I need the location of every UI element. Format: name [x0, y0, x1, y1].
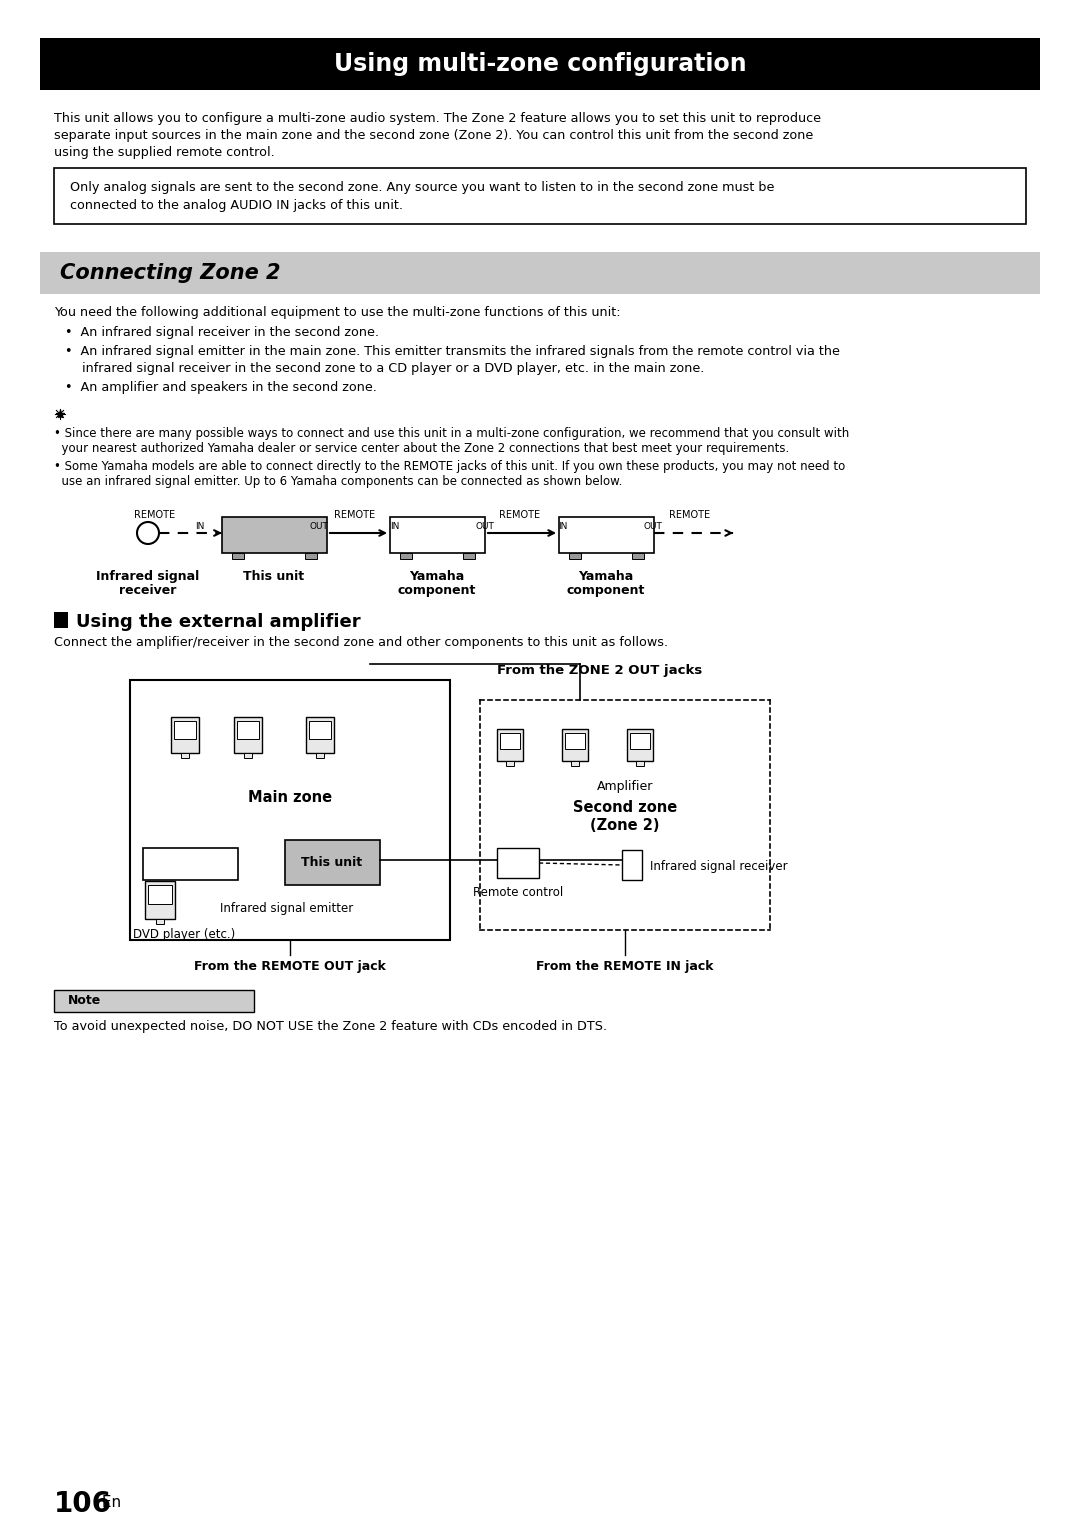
Text: From the REMOTE IN jack: From the REMOTE IN jack: [537, 960, 714, 974]
Text: Infrared signal emitter: Infrared signal emitter: [220, 902, 353, 916]
Bar: [40, 38, 1040, 90]
Text: Amplifier: Amplifier: [597, 780, 653, 794]
Bar: [630, 732, 650, 749]
Bar: [244, 752, 252, 758]
Text: REMOTE: REMOTE: [499, 510, 541, 520]
Bar: [632, 552, 644, 559]
Bar: [316, 752, 324, 758]
Bar: [306, 717, 334, 752]
Text: Yamaha: Yamaha: [579, 571, 634, 583]
Text: Infrared signal receiver: Infrared signal receiver: [650, 861, 787, 873]
Text: This unit: This unit: [301, 856, 363, 868]
Text: •  An infrared signal receiver in the second zone.: • An infrared signal receiver in the sec…: [65, 327, 379, 339]
Bar: [309, 720, 330, 739]
Text: Connect the amplifier/receiver in the second zone and other components to this u: Connect the amplifier/receiver in the se…: [54, 636, 669, 649]
Bar: [569, 552, 581, 559]
Bar: [174, 720, 195, 739]
Text: From the REMOTE OUT jack: From the REMOTE OUT jack: [194, 960, 386, 974]
Text: Only analog signals are sent to the second zone. Any source you want to listen t: Only analog signals are sent to the seco…: [70, 182, 774, 194]
Bar: [145, 881, 175, 919]
Text: REMOTE: REMOTE: [335, 510, 376, 520]
Text: OUT: OUT: [643, 522, 662, 531]
Text: Connecting Zone 2: Connecting Zone 2: [60, 262, 281, 282]
Bar: [222, 517, 327, 552]
Bar: [234, 717, 262, 752]
Text: To avoid unexpected noise, DO NOT USE the Zone 2 feature with CDs encoded in DTS: To avoid unexpected noise, DO NOT USE th…: [54, 1019, 607, 1033]
Text: separate input sources in the main zone and the second zone (Zone 2). You can co: separate input sources in the main zone …: [54, 130, 813, 142]
Bar: [305, 552, 318, 559]
Bar: [390, 517, 485, 552]
Bar: [622, 850, 642, 881]
Text: Using multi-zone configuration: Using multi-zone configuration: [334, 52, 746, 76]
Bar: [54, 990, 254, 1012]
Bar: [130, 681, 450, 940]
Text: From the ZONE 2 OUT jacks: From the ZONE 2 OUT jacks: [498, 664, 703, 678]
Text: •  An infrared signal emitter in the main zone. This emitter transmits the infra: • An infrared signal emitter in the main…: [65, 345, 840, 359]
Text: En: En: [97, 1495, 121, 1511]
Text: •  An amplifier and speakers in the second zone.: • An amplifier and speakers in the secon…: [65, 382, 377, 394]
Text: infrared signal receiver in the second zone to a CD player or a DVD player, etc.: infrared signal receiver in the second z…: [82, 362, 704, 375]
Text: 106: 106: [54, 1489, 112, 1518]
Text: IN: IN: [558, 522, 567, 531]
Bar: [54, 168, 1026, 224]
Bar: [636, 761, 644, 766]
Text: use an infrared signal emitter. Up to 6 Yamaha components can be connected as sh: use an infrared signal emitter. Up to 6 …: [54, 475, 622, 488]
Bar: [500, 732, 519, 749]
Bar: [562, 729, 588, 761]
Bar: [148, 885, 172, 903]
Text: Remote control: Remote control: [473, 887, 563, 899]
Bar: [627, 729, 653, 761]
Text: OUT: OUT: [310, 522, 329, 531]
Text: This unit allows you to configure a multi-zone audio system. The Zone 2 feature : This unit allows you to configure a mult…: [54, 111, 821, 125]
Bar: [497, 729, 523, 761]
Text: Second zone: Second zone: [572, 800, 677, 815]
Text: receiver: receiver: [119, 584, 177, 597]
Bar: [143, 848, 238, 881]
Text: connected to the analog AUDIO IN jacks of this unit.: connected to the analog AUDIO IN jacks o…: [70, 198, 403, 212]
Bar: [507, 761, 514, 766]
Bar: [565, 732, 585, 749]
Bar: [571, 761, 579, 766]
Bar: [40, 252, 1040, 295]
Text: component: component: [397, 584, 476, 597]
Text: IN: IN: [390, 522, 400, 531]
Bar: [54, 612, 68, 629]
Text: DVD player (etc.): DVD player (etc.): [133, 928, 235, 942]
Text: REMOTE: REMOTE: [134, 510, 176, 520]
Bar: [559, 517, 654, 552]
Text: Infrared signal: Infrared signal: [96, 571, 200, 583]
Bar: [181, 752, 189, 758]
Text: • Some Yamaha models are able to connect directly to the REMOTE jacks of this un: • Some Yamaha models are able to connect…: [54, 459, 846, 473]
Bar: [400, 552, 411, 559]
Bar: [237, 720, 259, 739]
Text: your nearest authorized Yamaha dealer or service center about the Zone 2 connect: your nearest authorized Yamaha dealer or…: [54, 443, 789, 455]
Text: component: component: [567, 584, 645, 597]
Text: IN: IN: [195, 522, 204, 531]
Bar: [285, 839, 380, 885]
Text: using the supplied remote control.: using the supplied remote control.: [54, 146, 274, 159]
Text: You need the following additional equipment to use the multi-zone functions of t: You need the following additional equipm…: [54, 307, 621, 319]
Text: (Zone 2): (Zone 2): [591, 818, 660, 833]
Bar: [232, 552, 244, 559]
Bar: [171, 717, 199, 752]
Bar: [463, 552, 475, 559]
Text: OUT: OUT: [475, 522, 494, 531]
Bar: [156, 919, 164, 925]
Text: Yamaha: Yamaha: [409, 571, 464, 583]
Text: • Since there are many possible ways to connect and use this unit in a multi-zon: • Since there are many possible ways to …: [54, 427, 849, 439]
Text: REMOTE: REMOTE: [670, 510, 711, 520]
Text: Using the external amplifier: Using the external amplifier: [76, 613, 361, 630]
Text: Main zone: Main zone: [248, 790, 332, 806]
Text: This unit: This unit: [243, 571, 305, 583]
Bar: [497, 848, 539, 877]
Text: Note: Note: [68, 995, 102, 1007]
